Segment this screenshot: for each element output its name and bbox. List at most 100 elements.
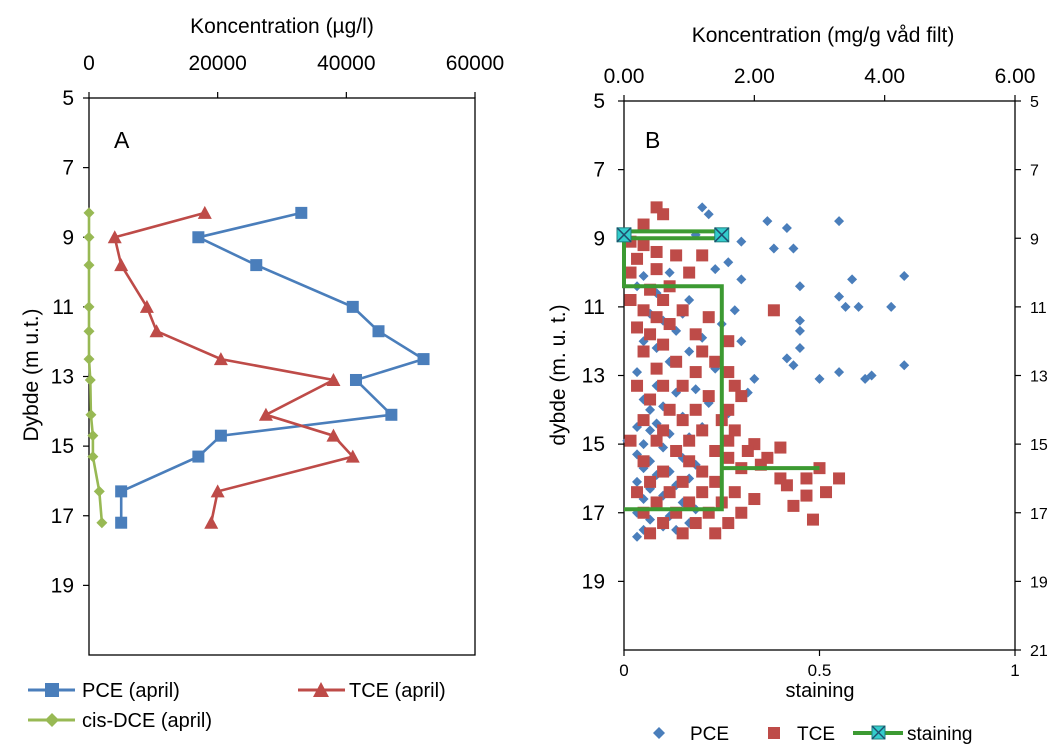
data-point-pce [834,367,845,378]
data-point-pce [840,301,851,312]
data-point-cis-dce-april [83,231,95,243]
panel-b-x2-tick-label: 1 [1010,661,1019,680]
data-point-tce [696,345,709,358]
data-point-tce [637,304,650,317]
data-point-tce [624,266,637,279]
data-point-pce [632,476,643,487]
data-point-tce [722,366,735,379]
data-point-pce-april [192,231,205,244]
panel-b-y-tick-label: 13 [582,365,605,388]
data-point-tce [650,434,663,447]
data-point-tce [657,517,670,530]
data-point-tce [767,304,780,317]
data-point-tce [709,527,722,540]
panel-b-label: B [645,127,660,153]
data-point-pce [781,222,792,233]
panel-b-y-tick-label: 15 [582,433,605,456]
series-line-pce-april [119,211,427,523]
data-point-tce [820,486,833,499]
panel-b-y2-tick-label: 9 [1030,231,1039,248]
panel-b-x2-tick-label: 0.5 [808,661,832,680]
data-point-tce [631,252,644,265]
data-point-tce [657,465,670,478]
panel-a-x-tick-label: 20000 [188,52,246,75]
data-point-tce [800,489,813,502]
panel-a-y-tick-label: 9 [62,226,74,249]
legend-item-tce: TCE [768,724,835,744]
data-point-pce-april [346,300,359,313]
data-point-tce [676,527,689,540]
series-cis-dce-april [83,207,108,529]
panel-b-y-axis-label: dybde (m. u. t.) [547,304,570,445]
data-point-pce-april [417,353,430,366]
data-point-cis-dce-april [83,259,95,271]
legend-marker-pce [45,683,59,697]
panel-b-y-tick-label: 5 [593,90,605,113]
panel-b-y-tick-label: 19 [582,570,605,593]
data-point-tce [650,263,663,276]
panel-a-y-tick-label: 19 [51,574,74,597]
data-point-tce [637,239,650,252]
data-point-pce [723,257,734,268]
data-point-cis-dce-april [83,301,95,313]
data-point-tce [728,379,741,392]
data-point-pce [645,404,656,415]
panel-b-title: Koncentration (mg/g våd filt) [692,24,955,47]
data-point-tce [650,311,663,324]
data-point-tce-april [204,515,219,529]
data-point-tce [663,318,676,331]
legend-item-tce-april: TCE (april) [298,680,446,702]
data-point-tce [748,493,761,506]
data-point-tce-april [107,230,122,244]
data-point-tce [722,403,735,416]
data-point-pce [736,336,747,347]
data-point-tce [631,321,644,334]
data-point-tce [833,472,846,485]
data-point-tce [683,455,696,468]
data-point-tce [728,424,741,437]
data-point-tce [676,304,689,317]
series-pce-april [115,206,430,529]
data-point-cis-dce-april [96,517,108,529]
data-point-pce [632,531,643,542]
data-point-pce [762,216,773,227]
data-point-tce [689,366,702,379]
data-point-pce [794,281,805,292]
data-point-cis-dce-april [87,430,99,442]
legend-item-pce-april: PCE (april) [28,680,180,702]
data-point-tce [696,465,709,478]
data-point-tce [644,527,657,540]
panel-a: 0 20000 40000 60000 5 7 9 11 13 15 17 19 Koncentrat… [20,15,504,732]
data-point-pce [736,236,747,247]
data-point-tce [702,311,715,324]
data-point-tce-april [114,258,129,272]
panel-b-x2-tick-label: 0 [619,661,628,680]
data-point-tce [722,434,735,447]
data-point-pce [781,353,792,364]
legend-label-cis-dce-april: cis-DCE (april) [82,710,212,732]
panel-b-y2-tick-label: 11 [1030,300,1047,317]
panel-b-y2-tick-label: 15 [1030,437,1048,454]
series-tce [624,201,846,540]
data-point-tce [735,390,748,403]
data-point-tce [676,475,689,488]
panel-a-y-axis-label: Dybde (m u.t.) [20,308,43,441]
data-point-pce-april [115,485,128,498]
data-point-tce [657,424,670,437]
legend-item-cis-dce-april: cis-DCE (april) [28,710,212,732]
data-point-tce-april [326,372,341,386]
data-point-cis-dce-april [84,374,96,386]
data-point-pce [684,295,695,306]
panel-a-tick-labels: 0 20000 40000 60000 5 7 9 11 13 15 17 19 [51,52,505,597]
legend-item-pce: PCE [653,724,729,744]
data-point-pce [697,202,708,213]
data-point-tce [709,355,722,368]
data-point-pce [749,373,760,384]
data-point-tce [657,338,670,351]
panel-b-ticks [618,95,1021,656]
data-point-pce [788,360,799,371]
data-point-tce [676,414,689,427]
data-point-tce-april [345,449,360,463]
data-point-tce [637,345,650,358]
data-point-tce [663,403,676,416]
